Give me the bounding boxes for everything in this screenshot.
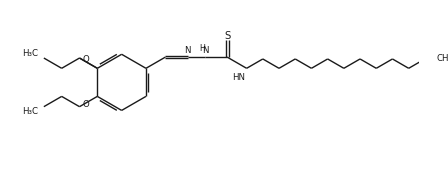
Text: HN: HN	[233, 73, 246, 82]
Text: N: N	[202, 46, 209, 55]
Text: O: O	[83, 55, 90, 64]
Text: O: O	[83, 100, 90, 109]
Text: H₃C: H₃C	[22, 49, 38, 58]
Text: CH₃: CH₃	[436, 54, 448, 64]
Text: H₃C: H₃C	[22, 107, 38, 116]
Text: N: N	[185, 46, 191, 55]
Text: S: S	[224, 31, 230, 41]
Text: H: H	[199, 44, 205, 53]
